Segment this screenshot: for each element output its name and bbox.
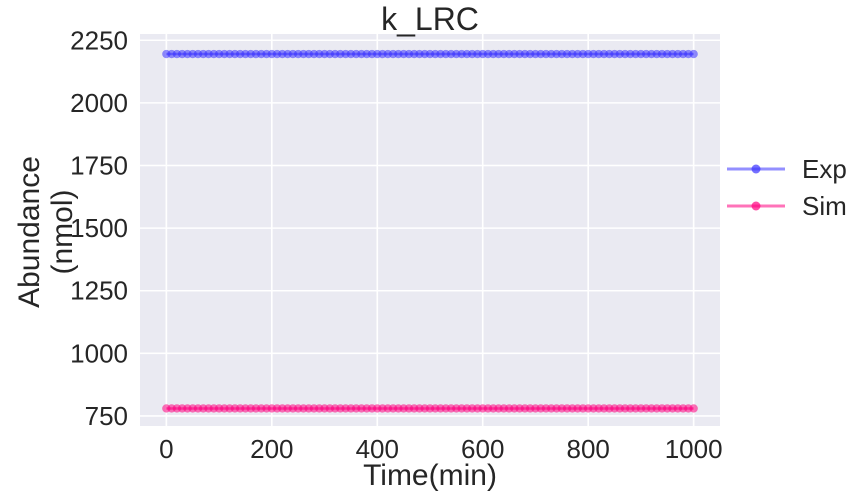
- plot-area: [140, 34, 720, 426]
- y-tick-label: 1000: [70, 338, 128, 368]
- y-axis-label-line-1: Abundance: [13, 156, 46, 308]
- series-layer: [162, 49, 698, 413]
- legend: Exp Sim: [727, 154, 847, 221]
- x-tick-label: 0: [159, 434, 173, 464]
- tick-layer: 0 200 400 600 800 1000 750 1000 1250 1500 1750 2000…: [70, 25, 722, 464]
- y-axis-label: Abundance (nmol): [13, 156, 79, 308]
- y-tick-label: 750: [85, 401, 128, 431]
- grid-layer: [140, 34, 720, 426]
- legend-entry-sim: Sim: [727, 191, 847, 221]
- x-axis-label: Time(min): [363, 459, 497, 492]
- y-tick-label: 2250: [70, 25, 128, 55]
- legend-marker-sim: [751, 201, 761, 211]
- legend-label-sim: Sim: [802, 191, 847, 221]
- series-sim: [162, 404, 698, 413]
- legend-entry-exp: Exp: [727, 154, 847, 184]
- chart-title: k_LRC: [381, 1, 479, 37]
- y-axis-label-line-2: (nmol): [46, 189, 79, 274]
- y-tick-label: 1500: [70, 213, 128, 243]
- data-point-exp: [689, 49, 698, 59]
- y-tick-label: 2000: [70, 88, 128, 118]
- y-tick-label: 1250: [70, 276, 128, 306]
- legend-marker-exp: [751, 164, 761, 174]
- x-tick-label: 1000: [665, 434, 723, 464]
- legend-label-exp: Exp: [802, 154, 847, 184]
- x-tick-label: 200: [250, 434, 293, 464]
- y-tick-label: 1750: [70, 151, 128, 181]
- x-tick-label: 600: [461, 434, 504, 464]
- data-point-sim: [689, 404, 698, 413]
- x-tick-label: 800: [566, 434, 609, 464]
- x-tick-label: 400: [356, 434, 399, 464]
- series-exp: [162, 49, 698, 59]
